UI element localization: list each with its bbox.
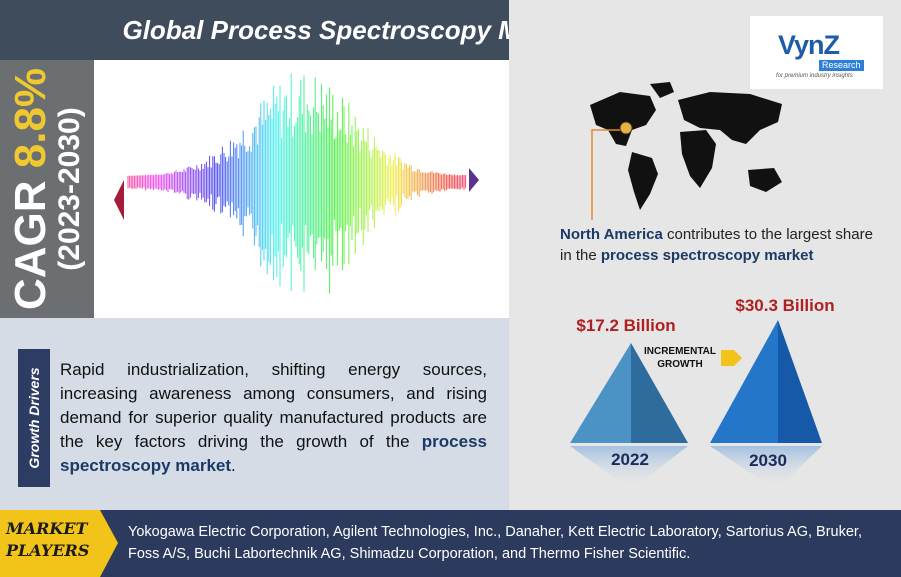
players-bar bbox=[0, 510, 901, 577]
logo bbox=[750, 16, 883, 89]
players-label-bg bbox=[0, 510, 118, 577]
region-name: North America bbox=[560, 226, 663, 243]
australia-shape bbox=[748, 168, 782, 192]
pyramid-2022-right bbox=[631, 343, 688, 443]
drivers-market: process spectroscopy market bbox=[60, 432, 487, 475]
players-label: MARKET PLAYERS bbox=[6, 518, 89, 562]
left-arrow-icon bbox=[114, 180, 124, 220]
spectrum-graphic bbox=[94, 60, 509, 318]
pyramid-2030-reflection bbox=[710, 446, 822, 490]
pyramid-2030-right bbox=[778, 320, 822, 443]
pyramid-2030-left bbox=[710, 320, 778, 443]
logo-sub: Research bbox=[819, 60, 864, 71]
page-title: Global Process Spectroscopy Market bbox=[122, 14, 582, 45]
pyramid-2022-reflection bbox=[570, 446, 688, 490]
drivers-text: Rapid industrialization, shifting energy… bbox=[60, 358, 487, 478]
africa-shape bbox=[680, 130, 716, 188]
pyramid-2022-left bbox=[570, 343, 631, 443]
eurasia-shape bbox=[678, 92, 782, 144]
location-pin-icon bbox=[619, 121, 633, 135]
title-bar bbox=[0, 0, 596, 60]
players-label-line1: MARKET bbox=[6, 519, 88, 538]
incremental-growth-label: INCREMENTAL GROWTH bbox=[640, 345, 720, 371]
cagr-period: (2023-2030) bbox=[53, 107, 86, 271]
drivers-side-tab bbox=[18, 349, 50, 487]
value-2030: $30.3 Billion bbox=[735, 296, 835, 315]
drivers-end: . bbox=[231, 456, 236, 475]
drivers-label: Growth Drivers bbox=[26, 367, 42, 469]
logo-brand: VynZ bbox=[778, 30, 840, 60]
incremental-line2: GROWTH bbox=[657, 359, 703, 370]
growth-graphic bbox=[570, 320, 822, 490]
drivers-body: Rapid industrialization, shifting energy… bbox=[60, 360, 487, 451]
players-label-line2: PLAYERS bbox=[6, 541, 90, 560]
cagr-value: 8.8% bbox=[6, 67, 55, 169]
right-arrow-icon bbox=[469, 168, 479, 192]
year-2022: 2022 bbox=[611, 450, 649, 469]
logo-tagline: for premium industry insights bbox=[776, 73, 853, 79]
region-market: process spectroscopy market bbox=[600, 247, 814, 264]
spectrum-waveform bbox=[114, 73, 479, 294]
cagr-label: CAGR bbox=[6, 180, 55, 311]
north-america-shape bbox=[590, 92, 656, 146]
greenland-shape bbox=[650, 82, 674, 98]
incremental-line1: INCREMENTAL bbox=[643, 346, 717, 357]
value-2022: $17.2 Billion bbox=[576, 316, 676, 335]
players-text: Yokogawa Electric Corporation, Agilent T… bbox=[128, 524, 862, 562]
region-text-mid: contributes to the largest share in the bbox=[560, 226, 873, 264]
incremental-arrow-icon bbox=[721, 350, 742, 366]
world-map bbox=[590, 82, 782, 220]
region-text: North America contributes to the largest… bbox=[560, 224, 880, 266]
cagr-panel bbox=[0, 60, 94, 318]
south-america-shape bbox=[628, 152, 658, 210]
drivers-background bbox=[0, 318, 509, 510]
pointer-line bbox=[591, 129, 626, 220]
year-2030: 2030 bbox=[749, 451, 787, 470]
